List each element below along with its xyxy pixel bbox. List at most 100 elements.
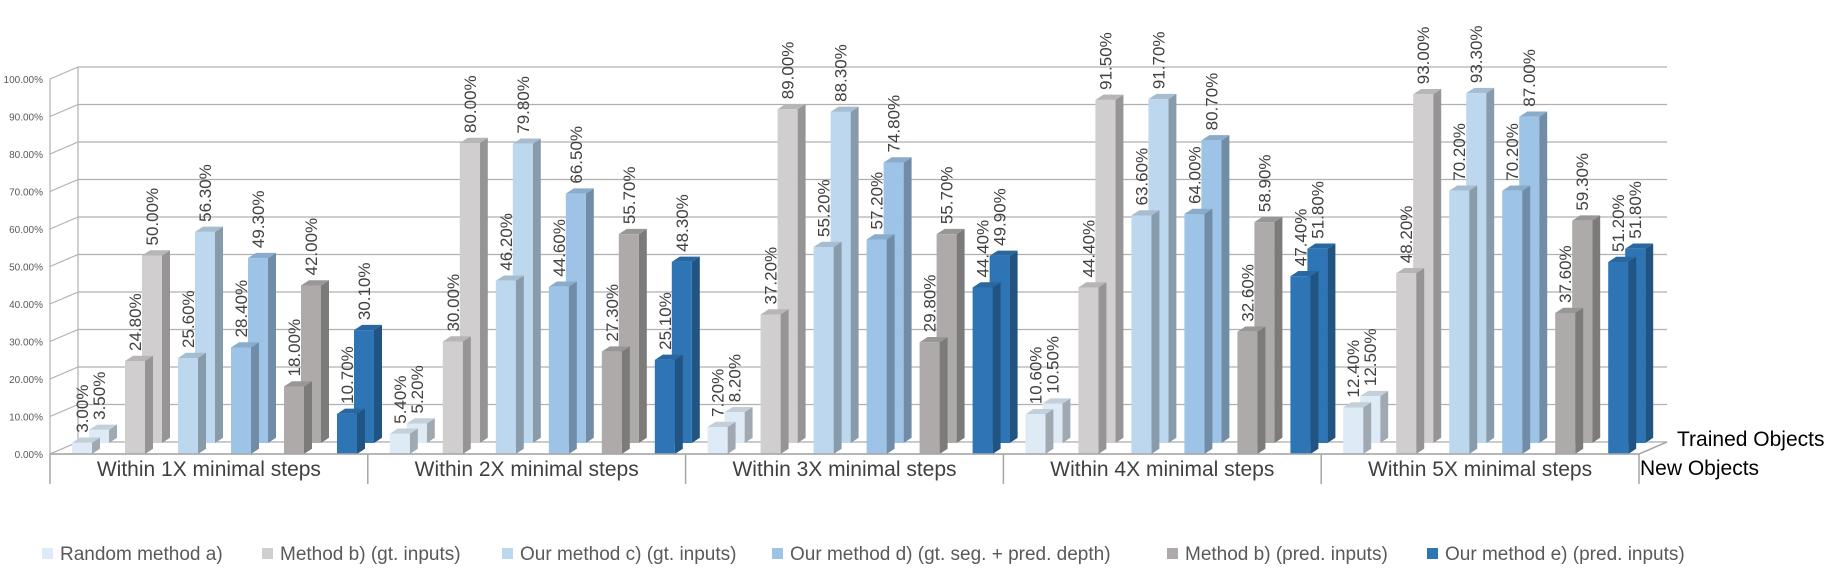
category-label: Within 5X minimal steps — [1368, 458, 1592, 481]
bar-new — [1396, 268, 1424, 454]
data-label-trained: 59.30% — [1573, 153, 1592, 211]
bar-new-side — [940, 337, 948, 454]
bar-new — [920, 337, 948, 454]
bar-new — [549, 282, 577, 454]
bar-new-front — [1184, 214, 1204, 454]
chart: 0.00%10.00%20.00%30.00%40.00%50.00%60.00… — [0, 0, 1839, 577]
data-label-trained: 79.80% — [514, 76, 533, 134]
bar-trained-side — [1380, 391, 1388, 443]
data-label-trained: 50.00% — [143, 188, 162, 246]
data-label-trained: 51.80% — [1308, 181, 1327, 239]
bar-new-front — [284, 387, 304, 455]
data-label-new: 44.60% — [550, 219, 569, 277]
legend-swatch — [42, 548, 53, 559]
bar-new-side — [1628, 257, 1636, 454]
bar-new-side — [1416, 268, 1424, 454]
bar-new-front — [708, 427, 728, 454]
bar-new — [761, 309, 789, 454]
data-label-trained: 51.80% — [1626, 181, 1645, 239]
category-label: Within 4X minimal steps — [1050, 458, 1274, 481]
bar-new-side — [728, 422, 736, 454]
gridline-side — [50, 180, 78, 192]
data-label-new: 55.20% — [815, 179, 834, 237]
bar-new-front — [549, 287, 569, 454]
y-tick-label: 100.00% — [4, 75, 44, 86]
bar-new — [1502, 186, 1530, 454]
data-label-trained: 91.70% — [1149, 31, 1168, 89]
data-label-new: 44.40% — [974, 220, 993, 278]
bar-new — [125, 356, 153, 454]
category-label: Within 1X minimal steps — [97, 458, 321, 481]
bar-new — [443, 336, 471, 454]
bar-trained-side — [904, 157, 912, 443]
bar-new — [1449, 186, 1477, 454]
bar-trained-side — [1010, 251, 1018, 443]
bar-trained-side — [745, 407, 753, 443]
data-label-new: 48.20% — [1397, 206, 1416, 264]
data-label-new: 12.40% — [1344, 340, 1363, 398]
bar-trained-side — [1274, 217, 1282, 443]
bar-new-side — [145, 356, 153, 454]
bar-new-side — [304, 381, 312, 454]
bar-new-side — [1045, 409, 1053, 454]
legend-entry: Our method c) (gt. inputs) — [520, 544, 736, 565]
data-label-trained: 74.80% — [885, 95, 904, 153]
data-label-trained: 87.00% — [1520, 49, 1539, 107]
bar-new — [708, 422, 736, 454]
y-tick-label: 70.00% — [9, 188, 43, 199]
bar-new-front — [72, 443, 92, 454]
legend-swatch — [262, 548, 273, 559]
bar-trained-side — [162, 250, 170, 443]
bar-new — [390, 429, 418, 454]
bar-new — [231, 342, 259, 454]
bar-new-side — [1151, 210, 1159, 454]
data-label-new: 28.40% — [232, 280, 251, 338]
bar-new-front — [1290, 276, 1310, 454]
bar-trained-side — [851, 107, 859, 443]
bar-new-front — [1025, 414, 1045, 454]
bar-new-side — [1469, 186, 1477, 454]
bar-new-front — [920, 342, 940, 454]
data-label-trained: 88.30% — [832, 44, 851, 102]
data-label-new: 10.60% — [1026, 347, 1045, 405]
data-label-new: 44.40% — [1079, 220, 1098, 278]
bar-new — [178, 353, 206, 454]
data-label-trained: 66.50% — [567, 126, 586, 184]
legend-swatch — [1167, 548, 1178, 559]
bar-new-front — [125, 361, 145, 454]
data-label-new: 18.00% — [285, 319, 304, 377]
bar-trained-side — [1539, 112, 1547, 443]
bar-new-side — [1204, 209, 1212, 454]
legend-entry: Method b) (pred. inputs) — [1185, 544, 1388, 565]
data-label-trained: 42.00% — [302, 218, 321, 276]
bar-new-front — [1343, 408, 1363, 455]
data-label-new: 10.70% — [338, 346, 357, 404]
legend-swatch — [1427, 548, 1438, 559]
y-tick-label: 60.00% — [9, 225, 43, 236]
data-label-trained: 93.00% — [1414, 27, 1433, 85]
data-label-new: 37.20% — [762, 247, 781, 305]
bar-new — [1184, 209, 1212, 454]
legend-swatch — [502, 548, 513, 559]
y-tick-label: 80.00% — [9, 150, 43, 161]
bar-new-front — [973, 288, 993, 455]
data-label-new: 46.20% — [497, 213, 516, 271]
bar-new — [1131, 210, 1159, 454]
bar-trained-side — [586, 188, 594, 443]
bar-new — [1555, 308, 1583, 454]
bar-new-side — [463, 336, 471, 454]
data-label-new: 64.00% — [1185, 146, 1204, 204]
bar-new — [1025, 409, 1053, 454]
bar-new-front — [390, 434, 410, 454]
bar-trained-side — [374, 325, 382, 443]
legend-swatch — [772, 548, 783, 559]
depth-label-trained: Trained Objects — [1677, 428, 1824, 451]
data-label-trained: 3.50% — [90, 372, 109, 420]
bar-trained-side — [798, 104, 806, 443]
data-label-new: 51.20% — [1609, 194, 1628, 252]
data-label-trained: 10.50% — [1043, 336, 1062, 394]
bar-new-side — [1575, 308, 1583, 454]
bar-trained-side — [692, 257, 700, 443]
data-label-trained: 30.10% — [355, 262, 374, 320]
bar-new-front — [814, 247, 834, 454]
